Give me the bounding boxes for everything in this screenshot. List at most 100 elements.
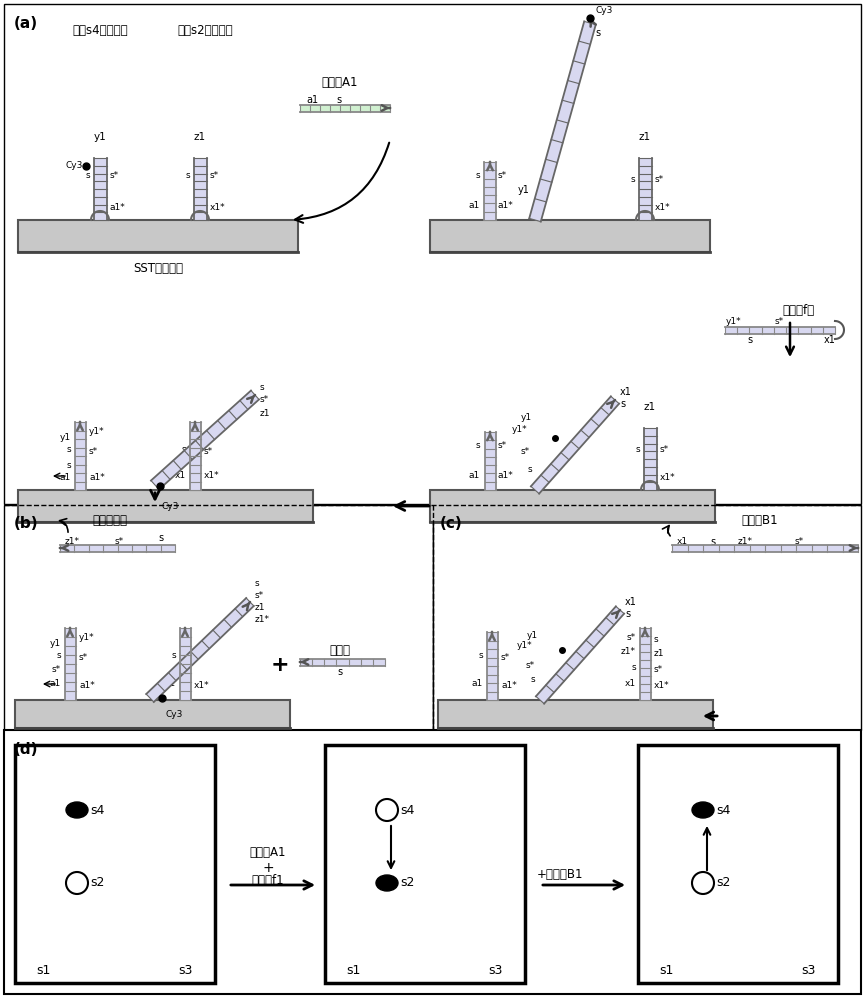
Text: (b): (b) [14, 516, 39, 531]
Polygon shape [672, 544, 858, 552]
Bar [430, 490, 715, 522]
Polygon shape [151, 391, 259, 489]
Text: 输出链: 输出链 [329, 644, 351, 656]
Text: s4: s4 [90, 804, 105, 816]
Text: s*: s* [627, 634, 636, 643]
Text: z1: z1 [194, 132, 206, 142]
Text: y1: y1 [50, 640, 61, 648]
Circle shape [376, 799, 398, 821]
Bar [4, 730, 861, 994]
Text: x1: x1 [165, 680, 176, 688]
Polygon shape [484, 162, 496, 220]
Polygon shape [643, 428, 656, 490]
Text: (c): (c) [440, 516, 462, 531]
Text: x1: x1 [620, 387, 632, 397]
Text: x1: x1 [625, 597, 637, 607]
Text: 输入链A1: 输入链A1 [249, 846, 287, 859]
Polygon shape [725, 326, 835, 334]
Polygon shape [536, 606, 624, 704]
Polygon shape [64, 628, 75, 700]
Text: s*: s* [498, 170, 507, 180]
Text: SST纳米平台: SST纳米平台 [133, 262, 183, 275]
Text: Cy3: Cy3 [66, 161, 83, 170]
Text: y1*: y1* [726, 318, 741, 326]
Text: +输入链B1: +输入链B1 [537, 868, 583, 882]
Text: s: s [171, 652, 176, 660]
Text: y1*: y1* [512, 426, 527, 434]
Ellipse shape [66, 802, 88, 818]
Text: s*: s* [255, 591, 264, 600]
Polygon shape [484, 432, 495, 490]
Text: y1*: y1* [516, 641, 532, 650]
Text: x1*: x1* [204, 472, 220, 481]
Text: z1*: z1* [65, 538, 80, 546]
Text: s: s [630, 176, 635, 184]
Text: y1: y1 [520, 414, 532, 422]
Text: s: s [475, 170, 480, 180]
Text: s3: s3 [801, 964, 815, 978]
Text: s*: s* [260, 395, 269, 404]
Text: s*: s* [775, 318, 784, 326]
Polygon shape [487, 632, 497, 700]
Text: s: s [747, 335, 753, 345]
Text: a1: a1 [469, 200, 480, 210]
Text: x1*: x1* [210, 204, 226, 213]
Text: 输入链A1: 输入链A1 [322, 76, 359, 89]
Text: s*: s* [498, 440, 507, 450]
Text: s*: s* [194, 654, 204, 662]
Text: s: s [67, 446, 71, 454]
Text: s*: s* [210, 170, 219, 180]
Text: a1*: a1* [498, 471, 514, 480]
Text: s: s [527, 466, 532, 475]
Circle shape [66, 872, 88, 894]
Bar [15, 700, 290, 728]
Polygon shape [531, 396, 619, 494]
Text: x1*: x1* [654, 682, 669, 690]
Bar [4, 505, 433, 730]
Text: a1*: a1* [501, 682, 517, 690]
Text: x1: x1 [677, 538, 688, 546]
Text: s*: s* [795, 538, 805, 546]
Text: y1: y1 [94, 132, 107, 142]
Text: s4: s4 [400, 804, 414, 816]
Text: s: s [67, 460, 71, 470]
Text: s: s [595, 28, 600, 38]
Text: a1: a1 [306, 95, 318, 105]
Text: s: s [255, 580, 260, 588]
Text: x1*: x1* [655, 204, 670, 213]
Text: s3: s3 [488, 964, 502, 978]
Bar [433, 505, 861, 730]
Text: s: s [636, 446, 640, 454]
Text: 燃料链f口: 燃料链f口 [782, 304, 814, 316]
Text: (a): (a) [14, 16, 38, 31]
Circle shape [692, 872, 714, 894]
Text: s*: s* [110, 170, 120, 180]
Text: s: s [86, 170, 90, 180]
Polygon shape [300, 658, 385, 666]
Bar [4, 4, 861, 504]
Text: s*: s* [526, 660, 535, 670]
Text: a1: a1 [60, 474, 71, 483]
Polygon shape [300, 104, 390, 111]
Text: z1: z1 [260, 408, 270, 418]
Text: a1*: a1* [498, 200, 514, 210]
Text: s*: s* [655, 176, 664, 184]
Polygon shape [94, 158, 107, 220]
Text: z1*: z1* [738, 538, 753, 546]
Text: s: s [56, 652, 61, 660]
Text: 报告复合物: 报告复合物 [93, 514, 127, 526]
Text: y1*: y1* [89, 428, 105, 436]
Text: s1: s1 [36, 964, 50, 978]
Text: x1: x1 [824, 335, 836, 345]
Text: s*: s* [115, 538, 124, 546]
Polygon shape [60, 544, 175, 552]
Ellipse shape [376, 875, 398, 891]
Polygon shape [146, 598, 254, 702]
Text: s: s [338, 667, 343, 677]
Text: x1*: x1* [194, 682, 210, 690]
Text: s*: s* [52, 666, 61, 674]
FancyArrowPatch shape [295, 143, 389, 223]
Text: s2: s2 [90, 876, 105, 890]
Text: y1: y1 [60, 434, 71, 442]
Text: s*: s* [520, 448, 530, 456]
